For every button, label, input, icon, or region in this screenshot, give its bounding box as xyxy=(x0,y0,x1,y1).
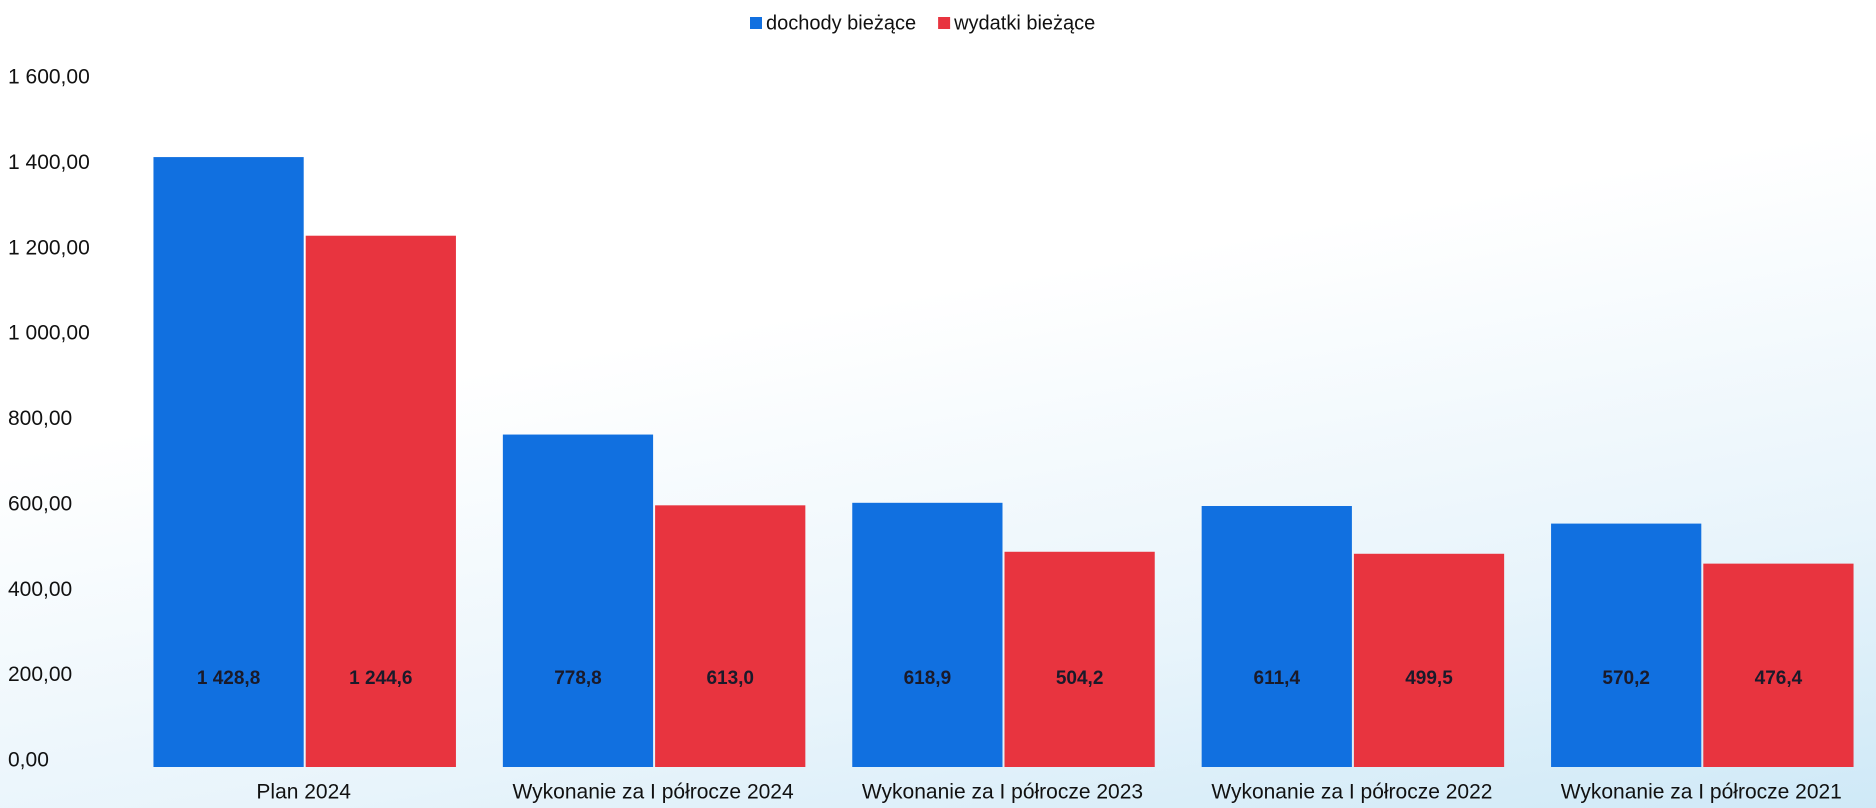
y-tick-label: 1 200,00 xyxy=(8,236,90,259)
bar xyxy=(1551,523,1702,767)
bar xyxy=(502,434,654,767)
value-label: 476,4 xyxy=(1755,668,1803,689)
value-label: 504,2 xyxy=(1056,668,1104,689)
value-label: 778,8 xyxy=(554,668,602,689)
value-label: 611,4 xyxy=(1254,668,1301,689)
y-tick-label: 400,00 xyxy=(8,578,72,601)
bar xyxy=(1353,553,1505,767)
legend-swatch xyxy=(938,17,951,29)
y-tick-label: 800,00 xyxy=(8,407,72,430)
y-tick-label: 600,00 xyxy=(8,492,72,515)
bar xyxy=(655,505,806,767)
value-label: 613,0 xyxy=(706,668,754,689)
bar xyxy=(1703,563,1854,767)
legend-label: dochody bieżące xyxy=(766,12,916,34)
x-tick-label: Wykonanie za I półrocze 2024 xyxy=(513,781,794,804)
x-tick-label: Plan 2024 xyxy=(256,781,351,804)
bar xyxy=(1004,551,1155,767)
value-label: 499,5 xyxy=(1405,668,1453,689)
y-tick-label: 200,00 xyxy=(8,663,72,686)
x-tick-label: Wykonanie za I półrocze 2023 xyxy=(862,781,1143,804)
value-label: 618,9 xyxy=(904,668,952,689)
legend-swatch xyxy=(750,17,762,29)
bar xyxy=(153,157,304,767)
y-tick-label: 1 000,00 xyxy=(8,322,90,345)
value-label: 1 244,6 xyxy=(349,668,412,689)
y-tick-label: 0,00 xyxy=(8,749,49,772)
bar xyxy=(305,235,456,768)
legend-label: wydatki bieżące xyxy=(953,12,1095,34)
y-tick-label: 1 600,00 xyxy=(8,66,90,89)
value-label: 1 428,8 xyxy=(197,668,260,689)
bar xyxy=(1201,506,1352,767)
x-tick-label: Wykonanie za I półrocze 2021 xyxy=(1561,781,1842,804)
bar xyxy=(852,502,1003,767)
y-tick-label: 1 400,00 xyxy=(8,151,90,174)
value-label: 570,2 xyxy=(1602,668,1650,689)
x-tick-label: Wykonanie za I półrocze 2022 xyxy=(1211,781,1492,804)
